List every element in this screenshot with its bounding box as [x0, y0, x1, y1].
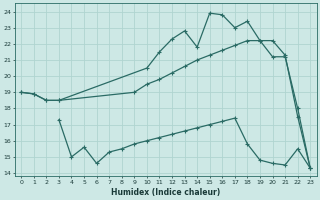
X-axis label: Humidex (Indice chaleur): Humidex (Indice chaleur) — [111, 188, 220, 197]
